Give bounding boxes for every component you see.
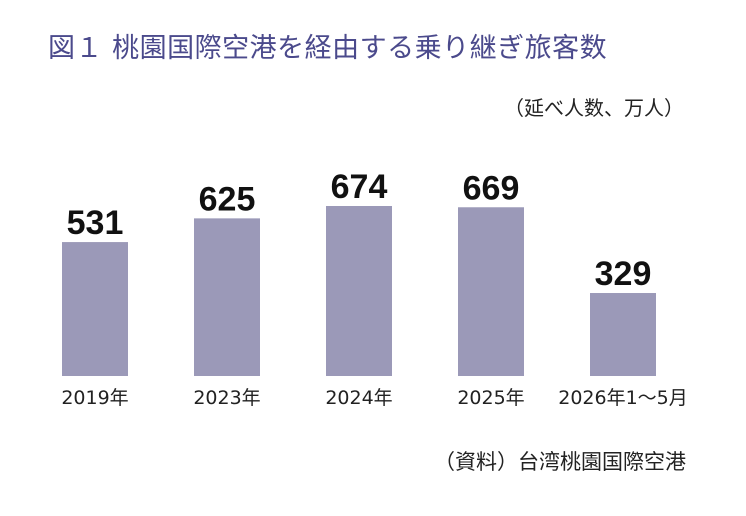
value-label-3: 669 [463, 169, 520, 207]
category-label-2: 2024年 [325, 387, 392, 409]
category-label-3: 2025年 [457, 387, 524, 409]
value-label-0: 531 [67, 204, 124, 242]
category-label-4: 2026年1～5月 [558, 387, 688, 409]
chart-title: 図１ 桃園国際空港を経由する乗り継ぎ旅客数 [48, 33, 608, 64]
bar-4 [590, 293, 656, 376]
value-label-2: 674 [331, 168, 388, 206]
category-label-0: 2019年 [61, 387, 128, 409]
value-label-4: 329 [595, 255, 652, 293]
bar-3 [458, 207, 524, 376]
category-label-1: 2023年 [193, 387, 260, 409]
bar-2 [326, 206, 392, 376]
bar-1 [194, 218, 260, 376]
unit-label: （延べ人数、万人） [504, 96, 684, 120]
bar-chart: 531 2019年 625 2023年 674 2024年 669 2025年 329 2026年… [61, 168, 688, 409]
source-note: （資料）台湾桃園国際空港 [434, 450, 686, 474]
value-label-1: 625 [199, 180, 256, 218]
bar-0 [62, 242, 128, 376]
